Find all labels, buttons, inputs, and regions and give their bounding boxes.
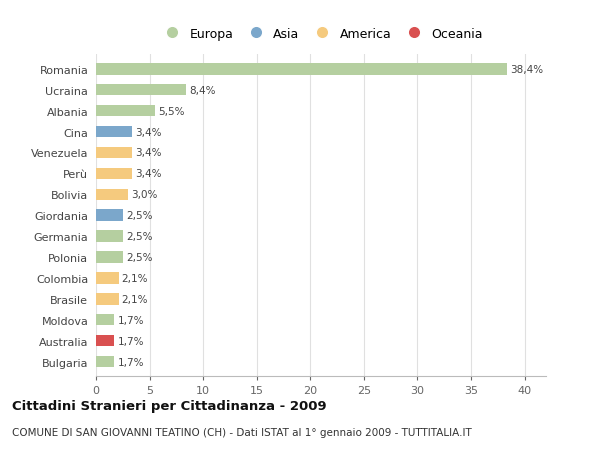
Text: 38,4%: 38,4% (511, 65, 544, 75)
Text: 1,7%: 1,7% (118, 315, 144, 325)
Text: 3,4%: 3,4% (136, 169, 162, 179)
Bar (96, 189, 128, 201)
Text: 5,5%: 5,5% (158, 106, 185, 117)
Bar (96, 231, 123, 242)
Text: 2,5%: 2,5% (126, 232, 152, 241)
Text: 2,1%: 2,1% (122, 294, 148, 304)
Text: Cittadini Stranieri per Cittadinanza - 2009: Cittadini Stranieri per Cittadinanza - 2… (12, 399, 326, 412)
Text: 3,4%: 3,4% (136, 148, 162, 158)
Text: 8,4%: 8,4% (189, 85, 216, 95)
Bar (96, 64, 508, 75)
Bar (96, 106, 155, 117)
Legend: Europa, Asia, America, Oceania: Europa, Asia, America, Oceania (154, 23, 488, 46)
Bar (96, 335, 114, 347)
Text: 2,5%: 2,5% (126, 252, 152, 263)
Bar (96, 168, 133, 180)
Text: 1,7%: 1,7% (118, 357, 144, 367)
Bar (96, 147, 133, 159)
Bar (96, 293, 119, 305)
Bar (96, 210, 123, 221)
Text: 3,4%: 3,4% (136, 127, 162, 137)
Text: 2,1%: 2,1% (122, 273, 148, 283)
Bar (96, 85, 186, 96)
Bar (96, 252, 123, 263)
Text: 2,5%: 2,5% (126, 211, 152, 221)
Bar (96, 356, 114, 368)
Bar (96, 314, 114, 326)
Text: 3,0%: 3,0% (131, 190, 158, 200)
Bar (96, 273, 119, 284)
Bar (96, 127, 133, 138)
Text: 1,7%: 1,7% (118, 336, 144, 346)
Text: COMUNE DI SAN GIOVANNI TEATINO (CH) - Dati ISTAT al 1° gennaio 2009 - TUTTITALIA: COMUNE DI SAN GIOVANNI TEATINO (CH) - Da… (12, 427, 472, 437)
